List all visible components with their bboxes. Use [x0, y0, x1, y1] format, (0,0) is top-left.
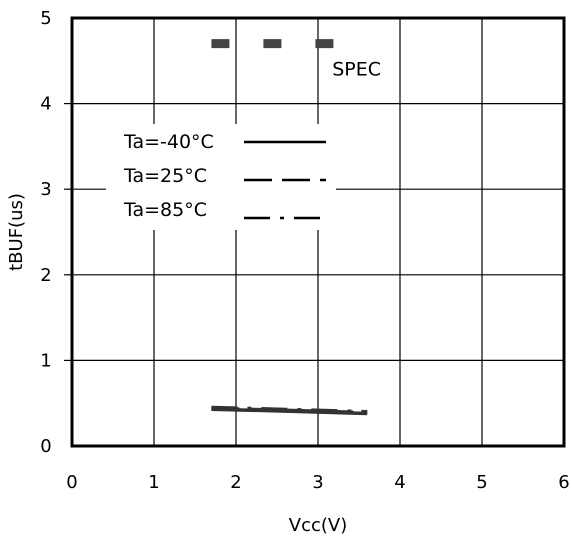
x-tick-label: 6	[558, 472, 569, 493]
series-layer	[211, 39, 368, 416]
x-tick-label: 2	[230, 472, 241, 493]
y-tick-label: 4	[40, 94, 51, 115]
y-tick-label: 1	[40, 350, 51, 371]
y-tick-label: 0	[40, 436, 51, 457]
x-axis-label: Vcc(V)	[289, 515, 347, 536]
legend: Ta=-40°C Ta=25°C Ta=85°C	[123, 131, 326, 221]
tick-labels: 0 1 2 3 4 5 6 0 1 2 3 4 5	[40, 8, 569, 493]
annotation-label: SPEC	[332, 58, 381, 80]
legend-label: Ta=25°C	[123, 165, 207, 187]
legend-label: Ta=85°C	[123, 199, 207, 221]
plot-frame	[70, 16, 566, 448]
x-tick-label: 5	[476, 472, 487, 493]
x-tick-label: 1	[148, 472, 159, 493]
x-tick-label: 0	[66, 472, 77, 493]
y-tick-label: 3	[40, 179, 51, 200]
y-tick-label: 2	[40, 265, 51, 286]
legend-label: Ta=-40°C	[123, 131, 214, 153]
y-tick-label: 5	[40, 8, 51, 29]
x-tick-label: 3	[312, 472, 323, 493]
y-axis-label: tBUF(us)	[6, 193, 27, 271]
series-line	[211, 405, 368, 414]
grid	[72, 18, 564, 446]
annotations: SPEC	[332, 58, 381, 80]
x-tick-label: 4	[394, 472, 405, 493]
